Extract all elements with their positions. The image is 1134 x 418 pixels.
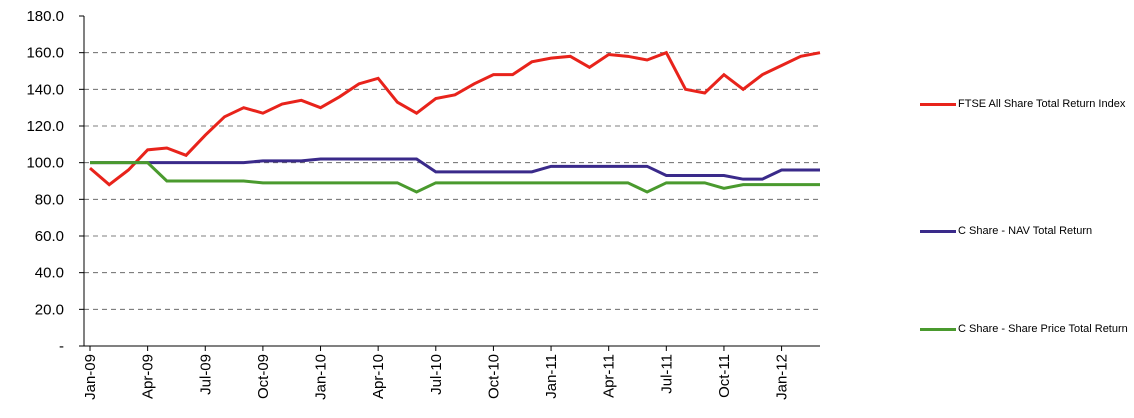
y-tick-label: 20.0: [35, 301, 64, 318]
x-tick-label: Apr-11: [601, 354, 618, 398]
x-tick-label: Oct-09: [255, 354, 272, 399]
legend-entry: FTSE All Share Total Return Index: [920, 97, 1134, 111]
y-tick-label: 60.0: [35, 228, 64, 245]
x-tick-label: Jul-10: [428, 354, 445, 395]
legend-label: C Share - NAV Total Return: [958, 225, 1093, 237]
legend-label: C Share - Share Price Total Return: [958, 323, 1128, 335]
legend-swatch: [920, 103, 956, 106]
x-tick-label: Apr-09: [140, 354, 157, 399]
x-tick-label: Jan-11: [543, 354, 560, 399]
legend-entry: C Share - Share Price Total Return: [920, 322, 1134, 336]
y-tick-label: 140.0: [26, 81, 64, 98]
y-tick-label: -: [59, 338, 64, 355]
x-tick-label: Oct-11: [716, 354, 733, 398]
legend-swatch: [920, 230, 956, 233]
x-tick-label: Apr-10: [370, 354, 387, 399]
y-tick-label: 40.0: [35, 265, 64, 282]
legend-swatch: [920, 328, 956, 331]
y-tick-label: 100.0: [26, 155, 64, 172]
x-tick-label: Jul-11: [658, 354, 675, 394]
legend-entry: C Share - NAV Total Return: [920, 224, 1134, 238]
x-tick-label: Oct-10: [485, 354, 502, 399]
x-tick-label: Jan-10: [313, 354, 330, 400]
x-tick-label: Jul-09: [197, 354, 214, 395]
y-tick-label: 120.0: [26, 118, 64, 135]
series-line: [90, 157, 820, 181]
series-line: [90, 161, 820, 194]
series-line: [89, 50, 821, 187]
y-tick-label: 180.0: [26, 8, 64, 25]
y-tick-label: 160.0: [26, 45, 64, 62]
x-tick-label: Jan-09: [82, 354, 99, 400]
x-tick-label: Jan-12: [774, 354, 791, 400]
legend-label: FTSE All Share Total Return Index: [958, 98, 1126, 110]
y-tick-label: 80.0: [35, 191, 64, 208]
